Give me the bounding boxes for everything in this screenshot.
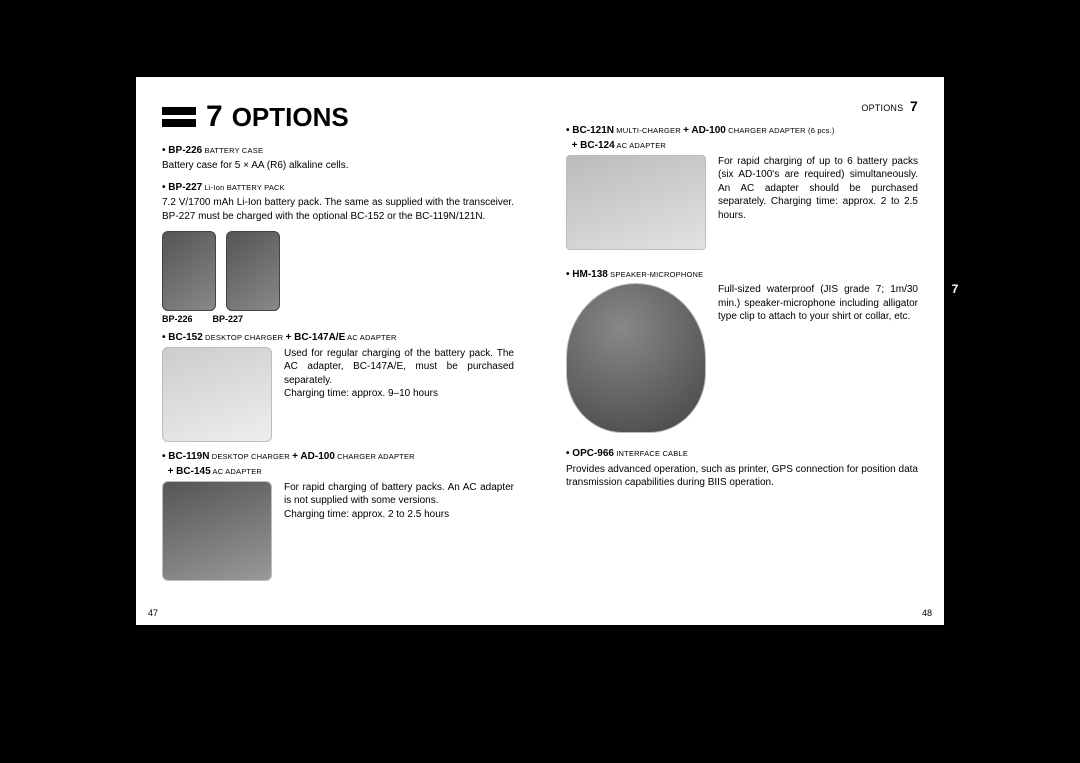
bullet-icon: •	[162, 451, 166, 462]
image-hm138	[566, 283, 706, 433]
chapter-title: OPTIONS	[232, 100, 349, 135]
image-bp226	[162, 231, 216, 311]
desc: 7.2 V/1700 mAh Li-Ion battery pack. The …	[162, 196, 514, 223]
page-right: OPTIONS 7 • BC-121N MULTI-CHARGER + AD-1…	[540, 77, 944, 625]
model: BC-121N	[572, 125, 614, 136]
model: BC-119N	[168, 451, 209, 462]
chapter-header: 7 OPTIONS	[162, 97, 514, 138]
kind: SPEAKER-MICROPHONE	[608, 270, 703, 279]
image-bc121n	[566, 155, 706, 250]
image-bp227	[226, 231, 280, 311]
running-header: OPTIONS 7	[566, 97, 918, 116]
bullet-icon: •	[162, 182, 166, 193]
line2-kind: AC ADAPTER	[615, 141, 666, 150]
thumb-tab: 7	[944, 277, 966, 301]
line2-kind: AC ADAPTER	[211, 467, 262, 476]
kind: BATTERY CASE	[202, 146, 263, 155]
kind: MULTI-CHARGER	[614, 126, 683, 135]
desc: Provides advanced operation, such as pri…	[566, 463, 918, 490]
desc: Battery case for 5 × AA (R6) alkaline ce…	[162, 159, 514, 173]
kind2: CHARGER ADAPTER	[335, 452, 415, 461]
bullet-icon: •	[566, 269, 570, 280]
chapter-number: 7	[206, 97, 222, 138]
kind2: CHARGER ADAPTER (6 pcs.)	[726, 126, 835, 135]
desc2: Charging time: approx. 9–10 hours	[284, 387, 514, 401]
page-left: 7 OPTIONS • BP-226 BATTERY CASE Battery …	[136, 77, 540, 625]
manual-spread: 7 OPTIONS • BP-226 BATTERY CASE Battery …	[136, 77, 944, 625]
bullet-icon: •	[162, 145, 166, 156]
line2-plus: + BC-145	[168, 466, 211, 477]
item-bp226: • BP-226 BATTERY CASE Battery case for 5…	[162, 144, 514, 173]
item-bc121n: • BC-121N MULTI-CHARGER + AD-100 CHARGER…	[566, 124, 918, 250]
battery-images	[162, 231, 514, 311]
image-bc119n	[162, 481, 272, 581]
desc: Full-sized waterproof (JIS grade 7; 1m/3…	[718, 283, 918, 433]
model: OPC-966	[572, 448, 614, 459]
plus: + AD-100	[292, 451, 335, 462]
model: BP-227	[168, 182, 202, 193]
kind: DESKTOP CHARGER	[209, 452, 292, 461]
kind: DESKTOP CHARGER	[203, 333, 286, 342]
line2-plus: + BC-124	[572, 140, 615, 151]
image-bc152	[162, 347, 272, 442]
desc: For rapid charging of up to 6 battery pa…	[718, 155, 918, 250]
caption-bp226: BP-226	[162, 313, 193, 325]
desc: For rapid charging of battery packs. An …	[284, 481, 514, 508]
item-bc152: • BC-152 DESKTOP CHARGER + BC-147A/E AC …	[162, 331, 514, 442]
kind: INTERFACE CABLE	[614, 449, 688, 458]
item-hm138: • HM-138 SPEAKER-MICROPHONE Full-sized w…	[566, 268, 918, 434]
battery-captions: BP-226 BP-227	[162, 313, 514, 325]
page-number-left: 47	[148, 607, 158, 619]
kind: Li-Ion BATTERY PACK	[202, 183, 285, 192]
kind2: AC ADAPTER	[345, 333, 396, 342]
header-num: 7	[910, 98, 918, 114]
header-label: OPTIONS	[861, 103, 903, 113]
item-bp227: • BP-227 Li-Ion BATTERY PACK 7.2 V/1700 …	[162, 181, 514, 224]
model: BP-226	[168, 145, 202, 156]
page-number-right: 48	[922, 607, 932, 619]
item-bc119n: • BC-119N DESKTOP CHARGER + AD-100 CHARG…	[162, 450, 514, 581]
item-opc966: • OPC-966 INTERFACE CABLE Provides advan…	[566, 447, 918, 490]
model: HM-138	[572, 269, 608, 280]
bullet-icon: •	[162, 332, 166, 343]
desc: Used for regular charging of the battery…	[284, 347, 514, 388]
plus: + AD-100	[683, 125, 726, 136]
desc2: Charging time: approx. 2 to 2.5 hours	[284, 508, 514, 522]
caption-bp227: BP-227	[213, 313, 244, 325]
bullet-icon: •	[566, 125, 570, 136]
chapter-bars-icon	[162, 107, 196, 127]
plus: + BC-147A/E	[286, 332, 346, 343]
model: BC-152	[168, 332, 202, 343]
bullet-icon: •	[566, 448, 570, 459]
